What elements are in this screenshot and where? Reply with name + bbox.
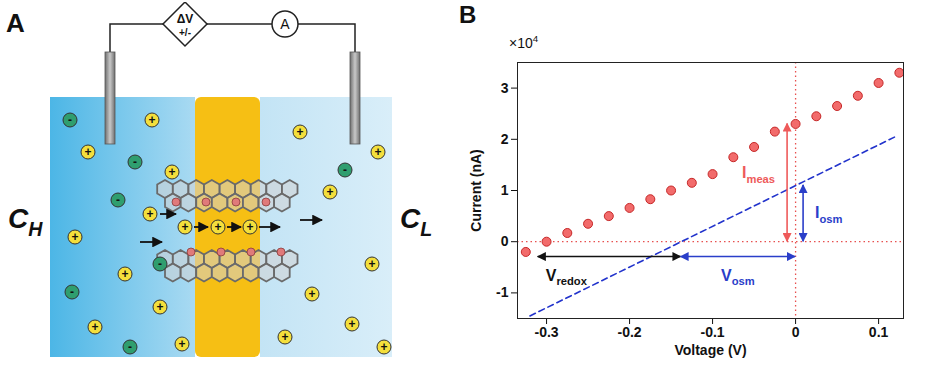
svg-text:+: + xyxy=(121,267,128,281)
svg-text:+: + xyxy=(84,145,91,159)
svg-text:+: + xyxy=(214,220,221,234)
svg-text:A: A xyxy=(280,16,290,32)
svg-text:-: - xyxy=(70,285,74,299)
svg-text:+: + xyxy=(348,317,355,331)
svg-text:A: A xyxy=(6,8,25,38)
svg-text:3: 3 xyxy=(501,80,509,96)
svg-text:+: + xyxy=(181,220,188,234)
svg-text:+: + xyxy=(281,330,288,344)
svg-text:×104: ×104 xyxy=(509,33,539,51)
svg-text:-0.2: -0.2 xyxy=(618,324,642,340)
svg-text:+: + xyxy=(156,300,163,314)
svg-text:Iosm: Iosm xyxy=(815,204,843,225)
svg-text:+: + xyxy=(380,340,387,354)
svg-text:-: - xyxy=(133,155,137,169)
html-text:B: B xyxy=(459,1,477,28)
svg-text:+: + xyxy=(326,185,333,199)
svg-text:Current (nA): Current (nA) xyxy=(468,149,484,231)
svg-text:+: + xyxy=(146,207,153,221)
svg-text:CH: CH xyxy=(8,203,43,240)
svg-text:+: + xyxy=(296,125,303,139)
svg-text:0: 0 xyxy=(792,324,800,340)
svg-text:2: 2 xyxy=(501,131,509,147)
svg-text:-: - xyxy=(343,163,347,177)
svg-text:+: + xyxy=(374,145,381,159)
svg-text:CL: CL xyxy=(400,203,432,240)
svg-text:+: + xyxy=(178,337,185,351)
svg-text:+: + xyxy=(71,230,78,244)
svg-text:+: + xyxy=(91,320,98,334)
svg-text:Vosm: Vosm xyxy=(721,267,755,288)
svg-text:+/-: +/- xyxy=(179,27,191,38)
svg-text:+: + xyxy=(168,165,175,179)
svg-text:Voltage (V): Voltage (V) xyxy=(674,342,746,358)
svg-text:0: 0 xyxy=(501,233,509,249)
svg-text:ΔV: ΔV xyxy=(177,12,194,26)
svg-text:-: - xyxy=(116,193,120,207)
svg-text:Imeas: Imeas xyxy=(742,164,775,185)
svg-text:+: + xyxy=(308,287,315,301)
svg-text:-0.3: -0.3 xyxy=(534,324,558,340)
svg-text:-0.1: -0.1 xyxy=(701,324,725,340)
svg-text:Vredox: Vredox xyxy=(546,267,588,288)
svg-text:+: + xyxy=(246,220,253,234)
svg-text:1: 1 xyxy=(501,182,509,198)
svg-text:-1: -1 xyxy=(496,284,509,300)
svg-text:+: + xyxy=(368,257,375,271)
svg-text:-: - xyxy=(68,113,72,127)
svg-text:-: - xyxy=(158,257,162,271)
svg-text:+: + xyxy=(148,113,155,127)
svg-text:0.1: 0.1 xyxy=(869,324,889,340)
svg-text:-: - xyxy=(128,340,132,354)
